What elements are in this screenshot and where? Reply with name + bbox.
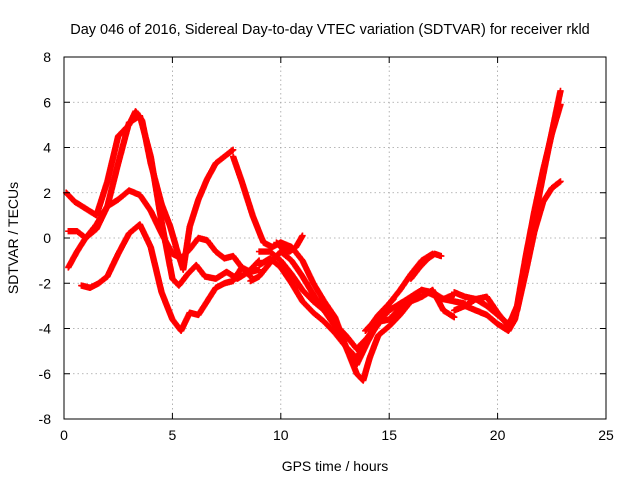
x-tick-label: 0 xyxy=(60,427,68,443)
series-9 xyxy=(255,255,458,384)
y-tick-label: -2 xyxy=(39,275,52,291)
series-10 xyxy=(451,101,564,330)
y-tick-label: 0 xyxy=(43,230,51,246)
series-5 xyxy=(65,187,254,280)
series-11 xyxy=(273,232,445,334)
series-marks xyxy=(273,232,445,334)
axis-ticks: 0 5 10 15 20 25 -8 -6 -4 -2 0 2 4 6 8 xyxy=(39,49,614,443)
series-marks xyxy=(451,101,564,330)
y-tick-label: 8 xyxy=(43,49,51,65)
x-tick-label: 15 xyxy=(381,427,397,443)
data-points xyxy=(62,87,564,384)
x-tick-label: 5 xyxy=(169,427,177,443)
series-marks xyxy=(255,248,469,368)
x-tick-label: 20 xyxy=(490,427,506,443)
y-tick-label: 2 xyxy=(43,185,51,201)
x-tick-label: 10 xyxy=(273,427,289,443)
x-axis-label: GPS time / hours xyxy=(282,458,389,474)
series-marks xyxy=(255,255,458,384)
y-tick-label: -8 xyxy=(39,411,52,427)
y-tick-label: 4 xyxy=(43,140,51,156)
y-tick-label: 6 xyxy=(43,94,51,110)
series-marks xyxy=(78,221,263,334)
y-axis-label: SDTVAR / TECUs xyxy=(5,182,21,294)
x-tick-label: 25 xyxy=(598,427,614,443)
y-tick-label: -6 xyxy=(39,366,52,382)
chart-title: Day 046 of 2016, Sidereal Day-to-day VTE… xyxy=(70,22,590,38)
series-3 xyxy=(255,248,469,368)
series-marks xyxy=(65,187,254,280)
series-8 xyxy=(78,221,263,334)
y-tick-label: -4 xyxy=(39,321,52,337)
